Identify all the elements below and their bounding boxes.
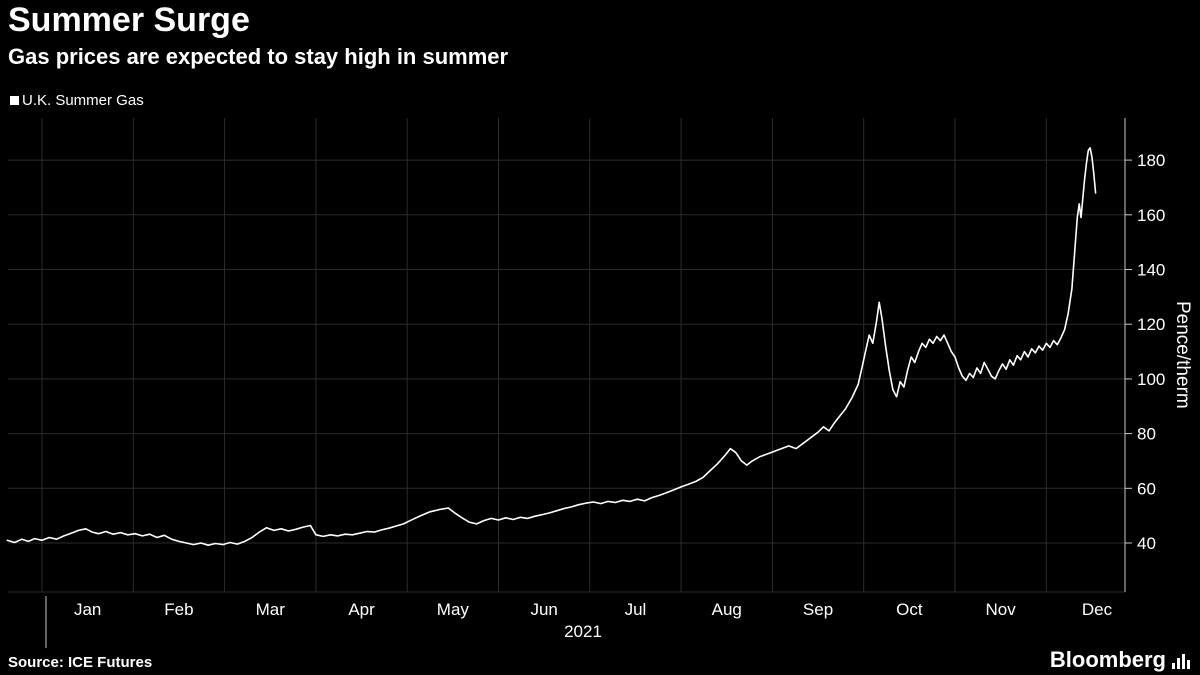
price-line (6, 147, 1097, 547)
x-tick-label: Jul (625, 600, 647, 619)
x-tick-label: Feb (164, 600, 193, 619)
y-tick-label: 160 (1137, 206, 1165, 225)
chart-subtitle: Gas prices are expected to stay high in … (8, 44, 509, 69)
legend-series-label: U.K. Summer Gas (22, 92, 144, 109)
x-tick-label: Sep (803, 600, 833, 619)
chart-title: Summer Surge (8, 1, 250, 39)
y-tick-label: 40 (1137, 534, 1156, 553)
y-tick-label: 100 (1137, 370, 1165, 389)
y-tick-label: 140 (1137, 261, 1165, 280)
x-tick-label: Oct (896, 600, 923, 619)
x-tick-label: Dec (1082, 600, 1113, 619)
x-tick-label: Nov (986, 600, 1017, 619)
x-tick-label: May (437, 600, 470, 619)
bloomberg-bars-icon (1172, 654, 1190, 671)
y-tick-label: 180 (1137, 151, 1165, 170)
x-axis-year-label: 2021 (564, 622, 602, 641)
x-tick-label: Mar (256, 600, 286, 619)
bloomberg-wordmark: Bloomberg (1049, 647, 1166, 672)
y-tick-label: 120 (1137, 315, 1165, 334)
x-tick-label: Jun (530, 600, 557, 619)
legend-marker-icon (10, 96, 19, 105)
x-tick-label: Jan (74, 600, 101, 619)
y-tick-label: 60 (1137, 479, 1156, 498)
x-tick-label: Aug (712, 600, 742, 619)
bloomberg-logo: Bloomberg (1050, 649, 1190, 671)
legend: U.K. Summer Gas (10, 92, 144, 109)
y-axis-title: Pence/therm (1172, 301, 1193, 409)
source-note: Source: ICE Futures (8, 654, 153, 671)
y-tick-label: 80 (1137, 425, 1156, 444)
x-tick-label: Apr (348, 600, 375, 619)
